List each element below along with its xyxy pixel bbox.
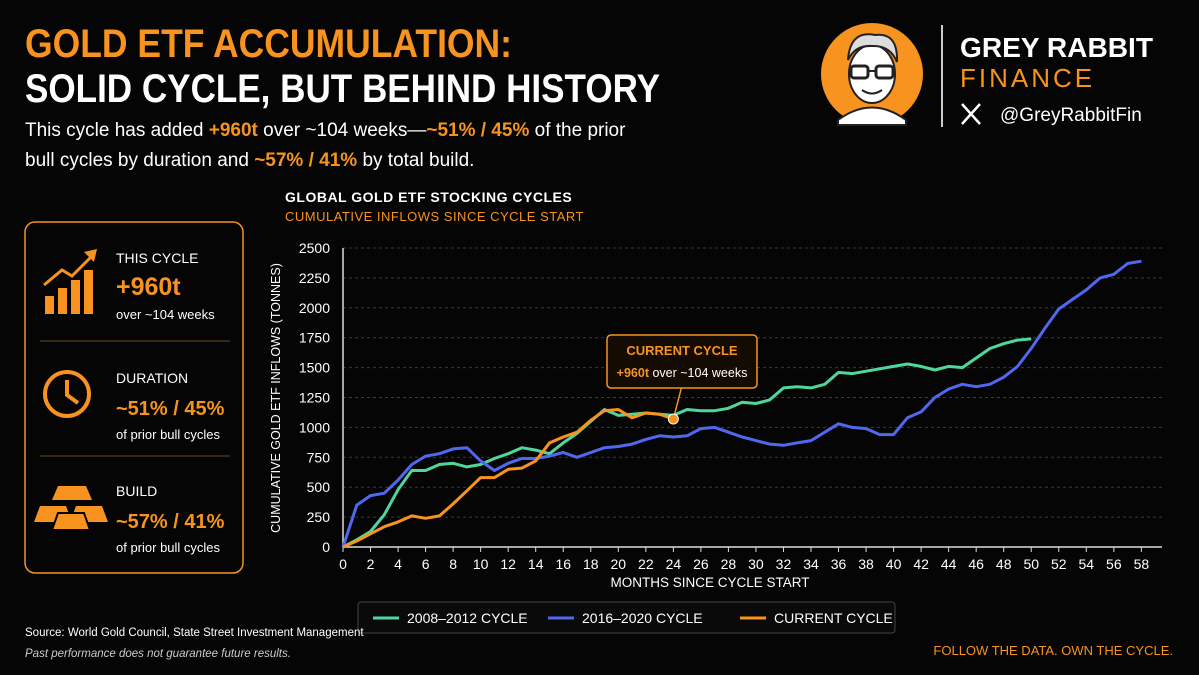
x-tick-label: 24 [666, 556, 682, 572]
x-tick-label: 48 [996, 556, 1012, 572]
brand-name-2: FINANCE [960, 63, 1095, 93]
annotation-segment: +960t [617, 366, 650, 380]
stats-panel [24, 221, 244, 574]
x-tick-label: 4 [394, 556, 402, 572]
stat-note: of prior bull cycles [116, 427, 221, 442]
subtitle-segment: over ~104 weeks— [257, 120, 427, 141]
series-line [342, 408, 674, 549]
gold-bars-icon [34, 486, 108, 531]
avatar [821, 23, 923, 126]
current-point [667, 413, 679, 425]
x-tick-label: 46 [968, 556, 984, 572]
x-tick-label: 34 [803, 556, 819, 572]
x-tick-label: 30 [748, 556, 764, 572]
x-tick-label: 16 [555, 556, 571, 572]
x-tick-label: 20 [611, 556, 627, 572]
chart-title: GLOBAL GOLD ETF STOCKING CYCLES [285, 189, 572, 205]
tagline: FOLLOW THE DATA. OWN THE CYCLE. [933, 643, 1173, 658]
brand-name: GREY RABBIT [960, 32, 1153, 63]
x-tick-label: 8 [449, 556, 457, 572]
stat-label: DURATION [116, 370, 188, 386]
stat-label: THIS CYCLE [116, 250, 198, 266]
title-line-1: GOLD ETF ACCUMULATION: [25, 22, 512, 66]
x-tick-label: 42 [913, 556, 929, 572]
subtitle-segment: This cycle has added [25, 120, 209, 141]
brand-handle: @GreyRabbitFin [1000, 105, 1142, 126]
x-axis-label: MONTHS SINCE CYCLE START [610, 575, 809, 590]
y-tick-label: 1000 [299, 419, 330, 435]
x-tick-label: 56 [1106, 556, 1122, 572]
y-tick-label: 2500 [299, 240, 330, 256]
x-tick-label: 38 [858, 556, 874, 572]
y-tick-label: 750 [307, 449, 331, 465]
subtitle-segment: by total build. [357, 150, 475, 171]
y-tick-label: 1250 [299, 390, 330, 406]
x-tick-label: 32 [776, 556, 792, 572]
annotation-title: CURRENT CYCLE [626, 343, 738, 358]
subtitle-segment: ~51% / 45% [426, 120, 530, 141]
chart-subtitle: CUMULATIVE INFLOWS SINCE CYCLE START [285, 209, 584, 224]
y-tick-label: 2250 [299, 270, 330, 286]
x-tick-label: 10 [473, 556, 489, 572]
stats: THIS CYCLE +960t over ~104 weeks DURATION ~5… [116, 250, 225, 555]
title-line-2: SOLID CYCLE, BUT BEHIND HISTORY [25, 67, 660, 111]
y-tick-label: 0 [322, 539, 330, 555]
x-tick-label: 0 [339, 556, 347, 572]
growth-icon [43, 249, 97, 314]
source: Source: World Gold Council, State Street… [25, 627, 364, 639]
x-tick-label: 40 [886, 556, 902, 572]
x-tick-label: 44 [941, 556, 957, 572]
subtitle-segment: ~57% / 41% [254, 150, 358, 171]
legend-box [357, 601, 896, 634]
series-line [342, 337, 1032, 549]
legend-label: 2016–2020 CYCLE [582, 610, 703, 626]
clock-icon [43, 370, 91, 418]
legend-label: 2008–2012 CYCLE [407, 610, 528, 626]
y-tick-label: 2000 [299, 300, 330, 316]
y-axis-label: CUMULATIVE GOLD ETF INFLOWS (TONNES) [269, 263, 283, 533]
x-logo [961, 103, 981, 125]
subtitle-segment: +960t [208, 120, 258, 141]
series-line [341, 259, 1142, 548]
x-tick-label: 58 [1134, 556, 1150, 572]
x-tick-label: 54 [1079, 556, 1095, 572]
stat-value: +960t [116, 273, 181, 301]
annotation-segment: over ~104 weeks [649, 366, 747, 380]
stat-note: of prior bull cycles [116, 540, 221, 555]
x-tick-label: 52 [1051, 556, 1067, 572]
x-tick-label: 50 [1023, 556, 1039, 572]
x-tick-label: 26 [693, 556, 709, 572]
y-tick-label: 1750 [299, 330, 330, 346]
x-tick-label: 28 [721, 556, 737, 572]
y-tick-label: 1500 [299, 360, 330, 376]
x-tick-label: 12 [500, 556, 516, 572]
x-tick-label: 6 [422, 556, 430, 572]
legend-label: CURRENT CYCLE [774, 610, 893, 626]
x-tick-label: 14 [528, 556, 544, 572]
annotation-box [606, 334, 758, 389]
stat-note: over ~104 weeks [116, 307, 215, 322]
stat-label: BUILD [116, 483, 157, 499]
x-tick-label: 18 [583, 556, 599, 572]
y-tick-label: 250 [307, 509, 331, 525]
x-tick-label: 36 [831, 556, 847, 572]
subtitle-segment: of the prior bull cycles by duration and [25, 120, 626, 171]
stat-value: ~51% / 45% [116, 398, 225, 420]
stat-value: ~57% / 41% [116, 511, 225, 533]
x-tick-label: 2 [367, 556, 375, 572]
y-tick-label: 500 [307, 479, 331, 495]
annotation-text: +960t over ~104 weeks [617, 366, 748, 380]
disclaimer: Past performance does not guarantee futu… [25, 648, 291, 660]
x-tick-label: 22 [638, 556, 654, 572]
subtitle: This cycle has added +960t over ~104 wee… [25, 116, 640, 176]
